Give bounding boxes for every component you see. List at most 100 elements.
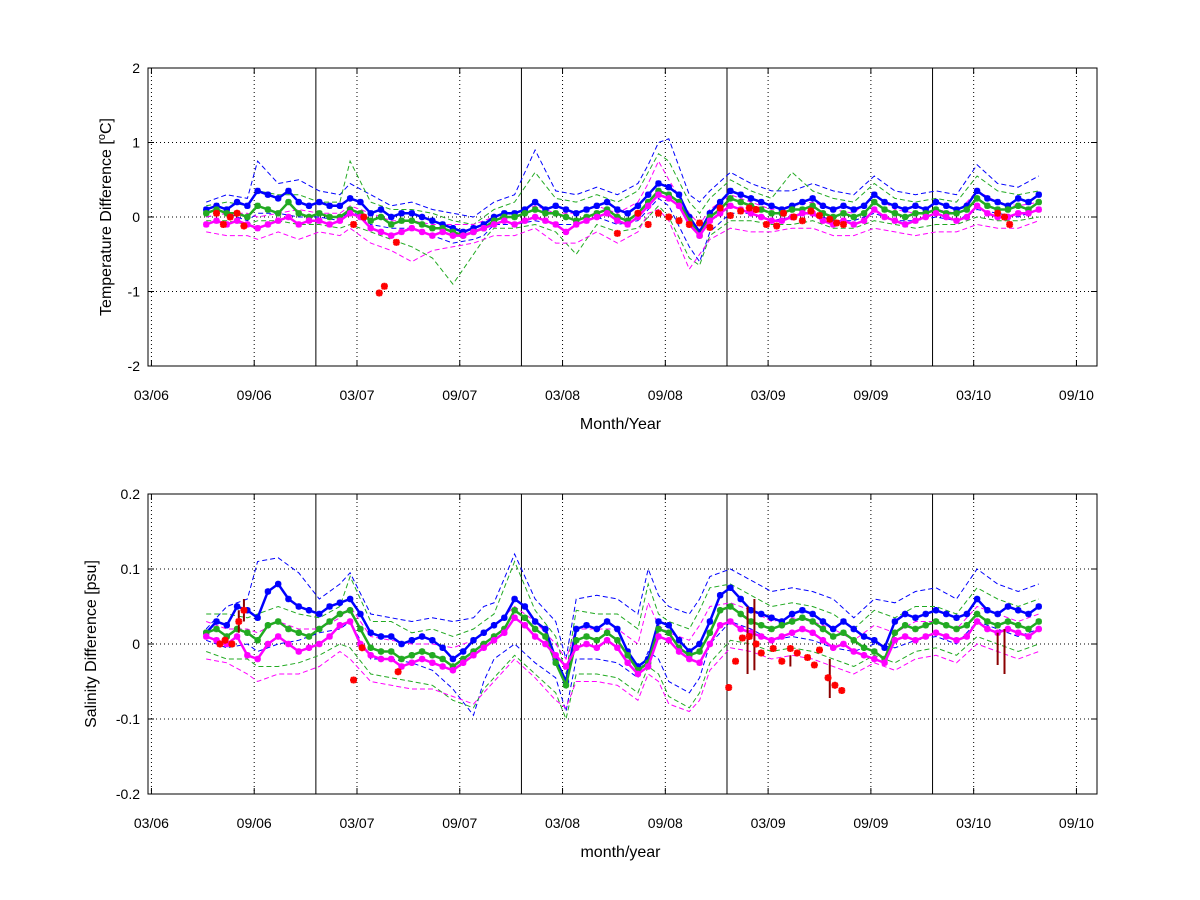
salinity-series-point-series_blue-54-shape xyxy=(758,610,765,618)
temperature-observation-point-14 xyxy=(665,213,673,221)
salinity-series-point-series_blue-25-shape xyxy=(459,648,467,655)
temperature-series-point-series_blue-40 xyxy=(614,206,621,213)
temperature-series-point-series_magenta-80 xyxy=(1025,210,1032,217)
salinity-series-point-series_blue-70 xyxy=(922,610,929,618)
temperature-observation-point-36 xyxy=(1006,220,1014,228)
salinity-series-point-series_blue-77-shape xyxy=(994,610,1001,618)
salinity-series-point-series_magenta-31 xyxy=(521,622,529,629)
temperature-series-point-series_magenta-9 xyxy=(295,221,302,228)
temperature-observation-point-18-shape xyxy=(706,223,714,231)
salinity-series-point-series_blue-68 xyxy=(901,610,909,618)
salinity-series-point-series_blue-38 xyxy=(593,625,601,633)
salinity-series-point-series_blue-36-shape xyxy=(573,625,580,633)
temperature-envelope-series_green-upper xyxy=(206,152,1039,226)
salinity-series-point-series_green-78-shape xyxy=(1004,618,1012,625)
salinity-series-point-series_magenta-7-shape xyxy=(274,633,282,640)
salinity-series-point-series_blue-76-shape xyxy=(984,607,991,614)
temperature-series-point-series_blue-49-shape xyxy=(706,210,714,217)
salinity-series-point-series_blue-39-shape xyxy=(603,618,611,625)
temperature-series-point-series_magenta-10 xyxy=(305,217,313,224)
temperature-series-point-series_green-38 xyxy=(593,210,601,217)
temperature-series-point-series_blue-0 xyxy=(203,206,210,213)
salinity-series-point-series_magenta-49 xyxy=(706,640,714,648)
salinity-series-point-series_blue-67-shape xyxy=(891,618,899,625)
temperature-series-point-series_blue-20 xyxy=(408,210,416,217)
salinity-series-point-series_blue-23-shape xyxy=(439,644,446,651)
salinity-series-point-series_magenta-56 xyxy=(778,633,786,640)
salinity-series-point-series_magenta-9-shape xyxy=(295,648,302,655)
salinity-series-point-series_blue-20-shape xyxy=(408,637,416,644)
temperature-observation-point-10-shape xyxy=(613,229,621,237)
salinity-series-point-series_magenta-73-shape xyxy=(953,637,960,644)
salinity-series-point-series_blue-11 xyxy=(316,610,323,618)
salinity-series-point-series_green-59-shape xyxy=(809,618,816,625)
temperature-observation-point-3 xyxy=(233,209,241,217)
salinity-series-point-series_green-30 xyxy=(511,607,518,614)
temperature-series-point-series_magenta-40-shape xyxy=(614,217,621,224)
temperature-series-point-series_blue-18 xyxy=(388,213,395,221)
salinity-series-point-series_magenta-48 xyxy=(696,659,703,666)
salinity-series-point-series_green-5-shape xyxy=(254,637,261,644)
temperature-series-point-series_blue-81-shape xyxy=(1035,191,1042,198)
salinity-series-point-series_blue-81 xyxy=(1035,603,1042,610)
salinity-series-point-series_magenta-53 xyxy=(747,629,755,636)
temperature-series-point-series_blue-35 xyxy=(562,206,570,213)
temperature-observation-point-6 xyxy=(360,213,368,221)
salinity-series-point-series_magenta-43 xyxy=(644,663,652,670)
salinity-series-point-series_magenta-57 xyxy=(788,629,796,636)
temperature-series-point-series_blue-45 xyxy=(665,184,672,191)
temperature-series-point-series_blue-53-shape xyxy=(747,195,755,202)
temperature-series-point-series_blue-28 xyxy=(490,213,498,221)
salinity-series-point-series_green-2 xyxy=(223,633,230,640)
temperature-series-point-series_blue-54-shape xyxy=(758,198,765,206)
temperature-series-point-series_blue-28-shape xyxy=(490,213,498,221)
salinity-series-point-series_magenta-37-shape xyxy=(583,640,590,648)
temperature-series-point-series_green-54-shape xyxy=(758,206,765,213)
salinity-series-point-series_magenta-28-shape xyxy=(490,637,498,644)
temperature-series-point-series_magenta-20 xyxy=(408,224,416,232)
temperature-series-point-series_blue-51-shape xyxy=(727,187,734,195)
salinity-series-point-series_green-70-shape xyxy=(922,622,929,629)
salinity-series-point-series_green-45 xyxy=(665,629,672,636)
temperature-series-point-series_green-0 xyxy=(203,210,210,217)
salinity-series-point-series_magenta-14 xyxy=(346,618,354,625)
temperature-series-point-series_magenta-37-shape xyxy=(583,217,590,224)
salinity-x-tick-label-1: 09/06 xyxy=(237,815,272,831)
temperature-series-point-series_magenta-26 xyxy=(470,228,477,236)
salinity-series-point-series_magenta-66-shape xyxy=(881,659,888,666)
temperature-y-axis-title: Temperature Difference [oC] xyxy=(96,118,115,316)
temperature-x-tick-label-0: 03/06 xyxy=(134,387,169,403)
temperature-series-point-series_green-1 xyxy=(213,206,220,213)
temperature-x-tick-label-6: 03/09 xyxy=(751,387,786,403)
temperature-observation-point-23-shape xyxy=(752,206,760,214)
salinity-y-tick-label-4: 0.2 xyxy=(121,486,141,502)
temperature-series-point-series_green-7 xyxy=(274,210,282,217)
salinity-series-point-series_magenta-71 xyxy=(932,629,940,636)
salinity-series-point-series_green-44-shape xyxy=(655,625,662,633)
salinity-series-point-series_green-60-shape xyxy=(819,625,827,633)
salinity-observation-point-22-shape xyxy=(831,681,839,689)
salinity-observation-point-20 xyxy=(815,646,823,654)
salinity-series-point-series_green-54-shape xyxy=(758,622,765,629)
temperature-series-point-series_blue-56-shape xyxy=(778,206,786,213)
salinity-series-point-series_blue-8-shape xyxy=(285,595,292,603)
salinity-series-point-series_green-55 xyxy=(768,625,775,633)
temperature-series-point-series_magenta-16 xyxy=(367,224,374,232)
temperature-observation-point-17-shape xyxy=(696,219,704,227)
salinity-series-point-series_magenta-40 xyxy=(614,644,621,651)
salinity-observation-point-17-shape xyxy=(793,649,801,657)
salinity-y-tick-label-1: -0.1 xyxy=(116,711,140,727)
salinity-series-point-series_green-26 xyxy=(470,648,477,655)
temperature-x-tick-label-9: 09/10 xyxy=(1059,387,1094,403)
temperature-series-point-series_blue-2-shape xyxy=(223,206,230,213)
salinity-series-point-series_blue-10-shape xyxy=(305,607,313,614)
salinity-series-point-series_magenta-35-shape xyxy=(562,663,570,670)
salinity-observation-point-10 xyxy=(738,634,746,642)
salinity-series-point-series_magenta-49-shape xyxy=(706,640,714,648)
salinity-series-point-series_magenta-79 xyxy=(1015,629,1022,636)
temperature-series-point-series_magenta-74-shape xyxy=(963,213,971,221)
temperature-observation-point-35-shape xyxy=(1001,213,1008,221)
temperature-series-point-series_magenta-71 xyxy=(932,210,940,217)
